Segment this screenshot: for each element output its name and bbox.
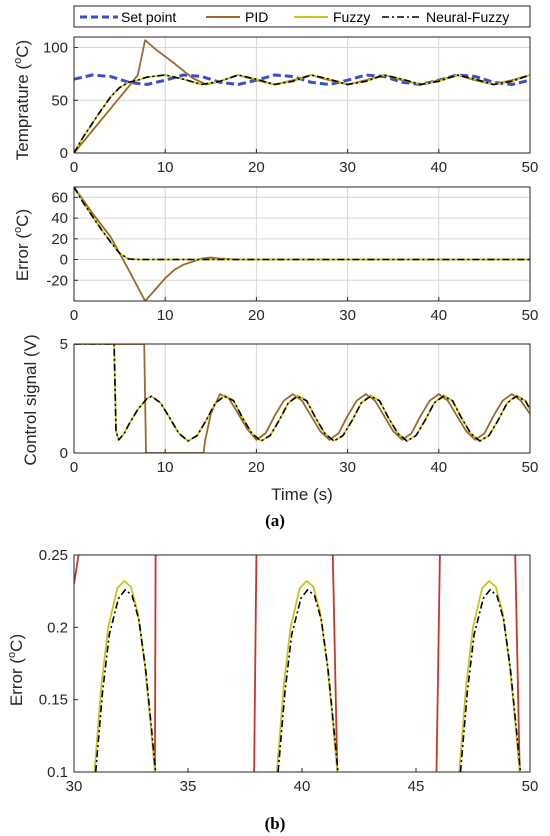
x-tick-label: 0 <box>70 307 78 324</box>
x-tick-label: 30 <box>339 459 356 476</box>
y-tick-label: 0 <box>60 145 68 162</box>
series-line-neural-fuzzy <box>74 344 530 442</box>
axes-frame <box>73 343 531 454</box>
temperature-ylabel: Temprature (oC) <box>12 40 32 160</box>
y-tick-label: 5 <box>60 336 68 353</box>
control-ylabel: Control signal (V) <box>21 334 40 465</box>
series-line-pid <box>154 555 157 772</box>
series-line-pid <box>331 555 339 772</box>
x-tick-label: 40 <box>294 778 311 795</box>
series-line-neural-fuzzy <box>94 588 157 772</box>
x-tick-label: 40 <box>430 459 447 476</box>
time-xlabel: Time (s) <box>271 485 333 504</box>
y-tick-label: 0 <box>60 252 68 269</box>
axes-frame <box>73 186 531 302</box>
x-tick-label: 30 <box>339 159 356 176</box>
series-group <box>74 39 530 153</box>
y-tick-label: -20 <box>46 272 68 289</box>
caption-b: (b) <box>265 814 286 833</box>
x-tick-label: 40 <box>430 307 447 324</box>
series-line-neural-fuzzy <box>74 187 530 261</box>
y-tick-label: 0.2 <box>47 619 68 636</box>
x-tick-label: 10 <box>157 159 174 176</box>
x-tick-label: 40 <box>430 159 447 176</box>
series-line-neural-fuzzy <box>459 588 522 772</box>
plot-area <box>74 555 530 772</box>
x-tick-label: 10 <box>157 459 174 476</box>
series-line-pid <box>74 555 80 585</box>
series-group <box>74 187 530 301</box>
y-tick-label: 40 <box>51 210 68 227</box>
x-tick-label: 35 <box>180 778 197 795</box>
x-tick-label: 10 <box>157 307 174 324</box>
x-tick-label: 20 <box>248 307 265 324</box>
axes-frame <box>73 554 531 773</box>
plot-area <box>74 37 530 153</box>
x-tick-label: 30 <box>66 778 83 795</box>
series-line-fuzzy <box>458 580 521 772</box>
y-tick-label: 50 <box>51 92 68 109</box>
series-line-neural-fuzzy <box>74 74 530 153</box>
y-tick-label: 20 <box>51 231 68 248</box>
y-tick-label: 100 <box>43 40 68 57</box>
series-line-pid <box>514 555 521 772</box>
x-tick-label: 30 <box>339 307 356 324</box>
x-tick-label: 50 <box>522 307 539 324</box>
error-zoom-plot: 30 35 40 45 50 0.1 0.15 0.2 0.25 <box>39 547 539 795</box>
y-tick-label: 0.25 <box>39 547 68 564</box>
x-tick-label: 50 <box>522 159 539 176</box>
error-zoom-ylabel: Error (oC) <box>6 634 26 706</box>
series-line-fuzzy <box>93 580 156 772</box>
x-tick-label: 0 <box>70 159 78 176</box>
temperature-plot: 0 10 20 30 40 50 0 50 100 <box>43 36 539 176</box>
x-tick-label: 45 <box>408 778 425 795</box>
x-tick-label: 50 <box>522 459 539 476</box>
legend-label-fuzzy: Fuzzy <box>333 9 370 25</box>
series-line-neural-fuzzy <box>277 588 339 772</box>
error-ylabel: Error (oC) <box>12 209 32 281</box>
y-tick-label: 0.15 <box>39 692 68 709</box>
series-line-pid <box>435 555 441 772</box>
y-tick-label: 0 <box>60 445 68 462</box>
x-tick-label: 50 <box>522 778 539 795</box>
x-tick-label: 0 <box>70 459 78 476</box>
legend-label-pid: PID <box>245 9 268 25</box>
series-line-pid <box>253 555 258 772</box>
legend-label-set-point: Set point <box>121 9 176 25</box>
control-signal-plot: 0 10 20 30 40 50 0 5 <box>60 336 539 476</box>
y-tick-label: 60 <box>51 189 68 206</box>
x-tick-label: 20 <box>248 459 265 476</box>
legend-label-neural-fuzzy: Neural-Fuzzy <box>426 9 509 25</box>
error-plot: 0 10 20 30 40 50 -20 0 20 40 60 <box>46 186 539 324</box>
y-tick-label: 0.1 <box>47 764 68 781</box>
series-group <box>74 344 530 453</box>
caption-a: (a) <box>265 511 285 530</box>
x-tick-label: 20 <box>248 159 265 176</box>
series-line-fuzzy <box>276 580 339 772</box>
legend: Set point PID Fuzzy Neural-Fuzzy <box>73 5 531 28</box>
plot-area <box>74 187 530 301</box>
series-line-pid <box>74 187 530 301</box>
axes-frame <box>73 36 531 154</box>
series-group <box>74 555 522 772</box>
